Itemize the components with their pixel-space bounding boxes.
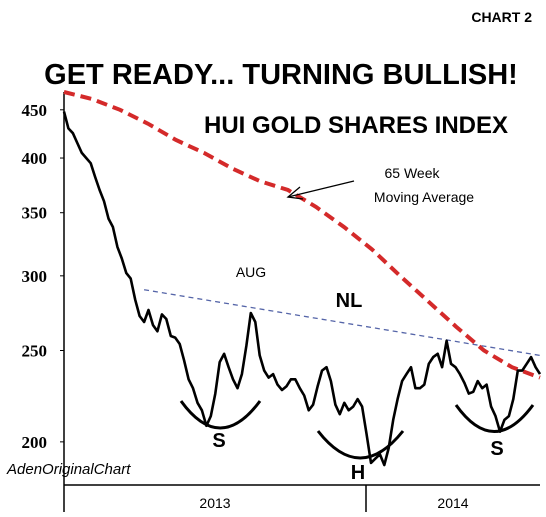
- watermark: AdenOriginalChart: [6, 461, 131, 478]
- left-shoulder-arc: [179, 400, 262, 430]
- y-tick-label-400: 400: [22, 149, 48, 168]
- moving-average-label-line2: Moving Average: [374, 189, 474, 205]
- right-shoulder-label: S: [490, 438, 503, 460]
- x-tick-label-2014: 2014: [437, 495, 468, 511]
- left-shoulder-label: S: [212, 430, 225, 452]
- chart-number: CHART 2: [471, 9, 532, 25]
- y-tick-label-250: 250: [22, 341, 48, 360]
- y-tick-label-350: 350: [22, 204, 48, 223]
- head-label: H: [351, 462, 365, 484]
- moving-average-label-line1: 65 Week: [385, 165, 441, 181]
- head-arc: [316, 430, 405, 460]
- right-shoulder-arc: [454, 404, 535, 433]
- aug-label: AUG: [236, 264, 266, 280]
- neckline-label: NL: [336, 290, 363, 312]
- chart-title: GET READY... TURNING BULLISH!: [44, 59, 518, 91]
- neckline: [143, 289, 541, 357]
- series-price: [62, 111, 542, 467]
- y-tick-label-450: 450: [22, 101, 48, 120]
- y-tick-label-300: 300: [22, 267, 48, 286]
- chart-subtitle: HUI GOLD SHARES INDEX: [204, 112, 508, 139]
- moving-average-arrow: [286, 180, 355, 200]
- y-tick-label-200: 200: [22, 433, 48, 452]
- x-tick-label-2013: 2013: [199, 495, 230, 511]
